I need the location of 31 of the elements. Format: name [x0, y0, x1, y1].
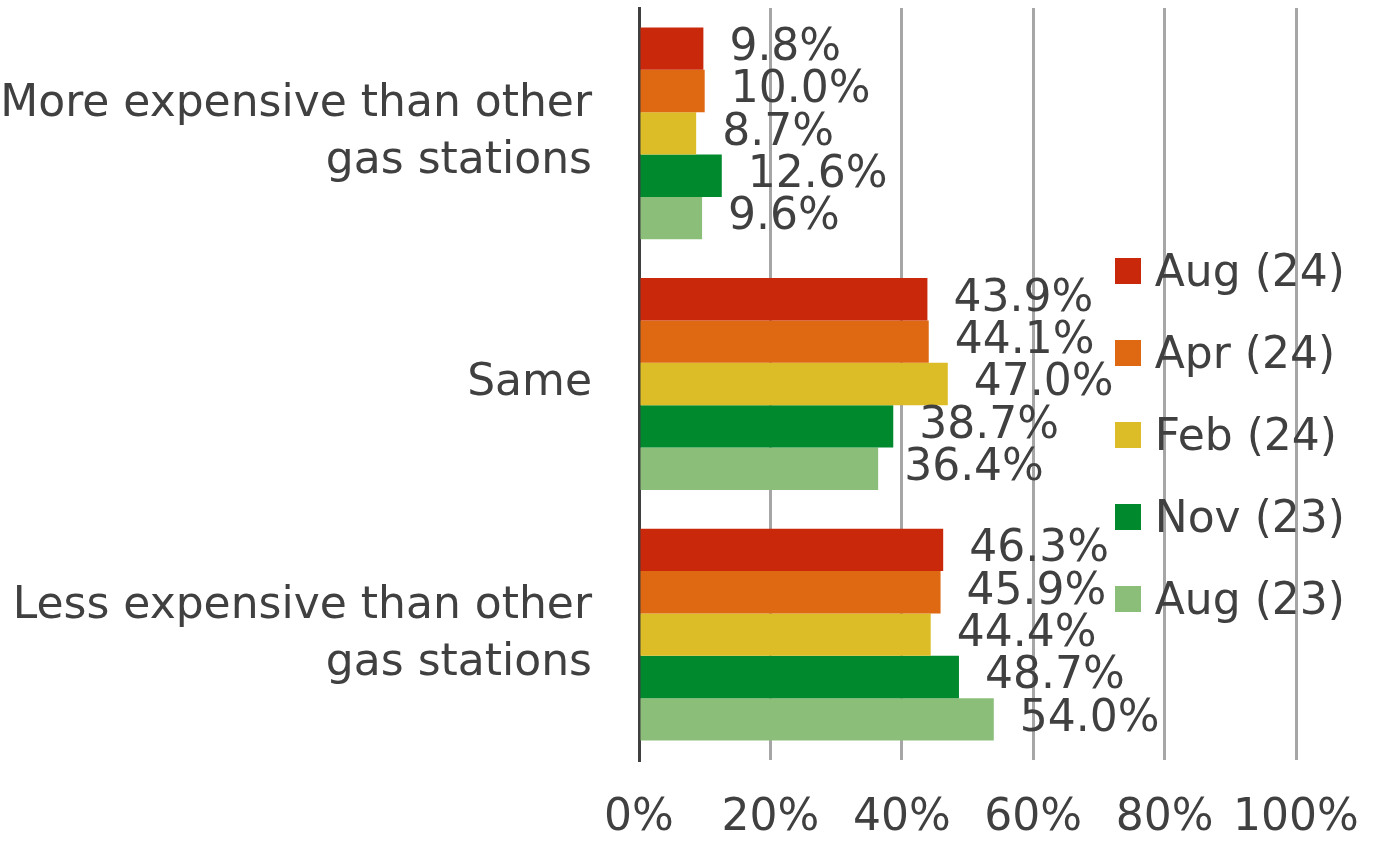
bar — [640, 698, 994, 741]
bar — [640, 613, 931, 656]
legend-label: Aug (24) — [1154, 245, 1345, 296]
x-tick-label: 20% — [721, 788, 820, 840]
legend-label: Feb (24) — [1154, 409, 1337, 460]
x-tick-label: 100% — [1233, 788, 1359, 840]
bar — [640, 571, 941, 614]
data-label: 54.0% — [1019, 689, 1160, 741]
x-tick-label: 40% — [852, 788, 951, 840]
y-tick-label: More expensive than other gas stations — [0, 75, 593, 184]
bar — [640, 278, 928, 321]
bar — [640, 112, 697, 155]
bar — [640, 196, 703, 240]
bar — [640, 362, 948, 406]
legend-label: Apr (24) — [1154, 327, 1336, 378]
bar — [640, 655, 959, 699]
x-tick-label: 80% — [1115, 788, 1214, 840]
bar — [640, 69, 705, 113]
bar — [640, 320, 929, 363]
x-tick-label: 60% — [984, 788, 1083, 840]
bar — [640, 528, 944, 572]
bar — [640, 27, 704, 70]
y-tick-label: Same — [467, 354, 592, 406]
bar — [640, 447, 879, 490]
legend-label: Nov (23) — [1154, 491, 1345, 542]
bar — [640, 154, 722, 197]
legend-label: Aug (23) — [1154, 573, 1345, 624]
y-tick-label: Less expensive than other gas stations — [12, 576, 593, 685]
x-tick-label: 0% — [604, 788, 674, 840]
data-label: 36.4% — [904, 439, 1044, 491]
bar — [640, 405, 894, 448]
